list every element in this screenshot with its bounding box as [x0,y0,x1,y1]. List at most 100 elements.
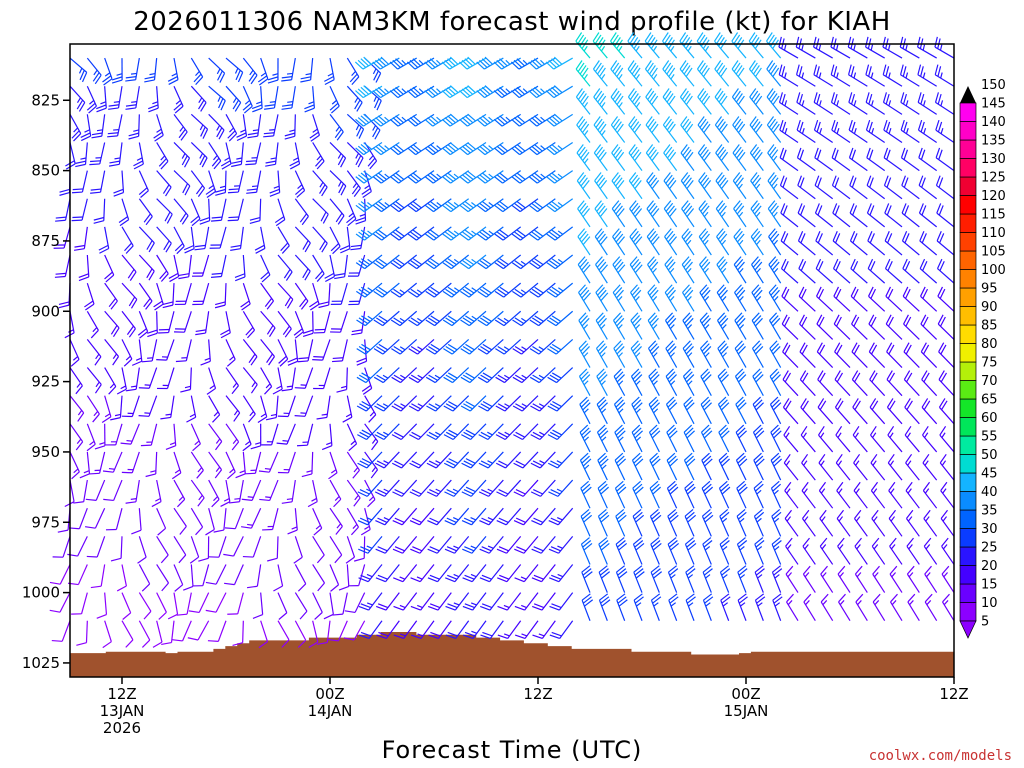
barb-feather [337,215,345,225]
wind-barb [372,113,400,127]
wind-barb [187,620,210,641]
barb-half-feather [150,470,157,473]
wind-barb [49,592,71,613]
barb-half-feather [364,525,370,530]
barb-feather [370,469,379,479]
barb-feather [216,127,223,138]
wind-barb [208,423,223,451]
barb-staff [121,367,127,390]
barb-feather [162,301,174,305]
wind-barb [355,254,383,270]
barb-feather [67,553,78,557]
barb-feather [75,441,84,451]
barb-feather [265,160,276,164]
barb-staff [312,592,323,613]
barb-feather [167,613,178,620]
wind-barb [138,367,158,389]
wind-barb [225,57,244,83]
barb-feather [184,185,191,196]
barb-half-feather [291,526,298,530]
barb-staff [81,198,88,221]
barb-feather [360,258,371,266]
barb-half-feather [209,384,215,390]
wind-barb [224,507,244,530]
barb-staff [225,367,240,386]
barb-feather [58,301,70,306]
wind-barb [312,170,328,197]
barb-feather [139,331,149,339]
barb-staff [274,142,279,165]
barb-half-feather [327,72,334,77]
barb-feather [227,219,239,222]
barb-feather [85,526,96,529]
barb-half-feather [366,545,373,549]
wind-barb [86,536,106,558]
barb-feather [351,329,363,333]
barb-half-feather [120,385,127,390]
barb-staff [131,451,140,473]
barb-staff [259,198,262,221]
barb-staff [77,564,88,585]
barb-staff [269,479,279,501]
barb-half-feather [108,467,115,470]
barb-half-feather [359,213,366,217]
barb-feather [104,271,113,280]
barb-staff [121,564,127,587]
wind-barb [171,451,182,480]
barb-feather [318,301,330,305]
barb-feather [211,272,223,275]
wind-barb [208,479,220,508]
barb-staff [242,57,258,76]
wind-barb [138,198,153,226]
barb-feather [357,117,367,125]
barb-half-feather [181,153,186,159]
barb-staff [339,311,348,333]
barb-staff [364,254,383,270]
wind-barb [235,451,246,479]
wind-barb [86,310,99,339]
barb-feather [355,204,365,213]
barb-half-feather [308,101,315,105]
barb-feather [179,212,187,223]
wind-barb [133,142,144,170]
barb-feather [109,160,120,164]
barb-feather [197,187,206,197]
barb-feather [261,274,271,283]
wind-barb [328,620,348,642]
wind-barb [73,479,88,504]
barb-staff [242,282,251,305]
barb-feather [355,147,365,156]
barb-feather [220,329,230,336]
barb-half-feather [269,101,276,103]
barb-feather [332,245,341,255]
barb-half-feather [199,153,204,159]
barb-half-feather [367,287,373,292]
wind-barb [242,367,258,394]
barb-feather [240,300,250,308]
barb-half-feather [99,442,106,445]
barb-half-feather [96,129,103,132]
barb-staff [208,367,217,389]
barb-staff [357,254,366,277]
barb-staff [346,536,356,558]
wind-barb [173,142,191,168]
wind-barb [138,282,153,310]
barb-staff [138,311,149,332]
barb-feather [79,70,85,81]
wind-barb [304,86,315,113]
wind-barb [137,311,149,339]
barb-staff [104,339,120,357]
barb-feather [200,360,211,366]
barb-feather [293,556,303,564]
barb-feather [242,555,254,558]
barb-feather [159,270,168,280]
barb-staff [81,170,88,193]
barb-feather [275,219,286,227]
barb-staff [225,142,232,165]
wind-barb [350,226,366,251]
barb-half-feather [276,385,282,390]
barb-feather [200,102,207,112]
barb-feather [357,491,368,497]
barb-feather [165,242,172,253]
barb-staff [366,451,383,469]
